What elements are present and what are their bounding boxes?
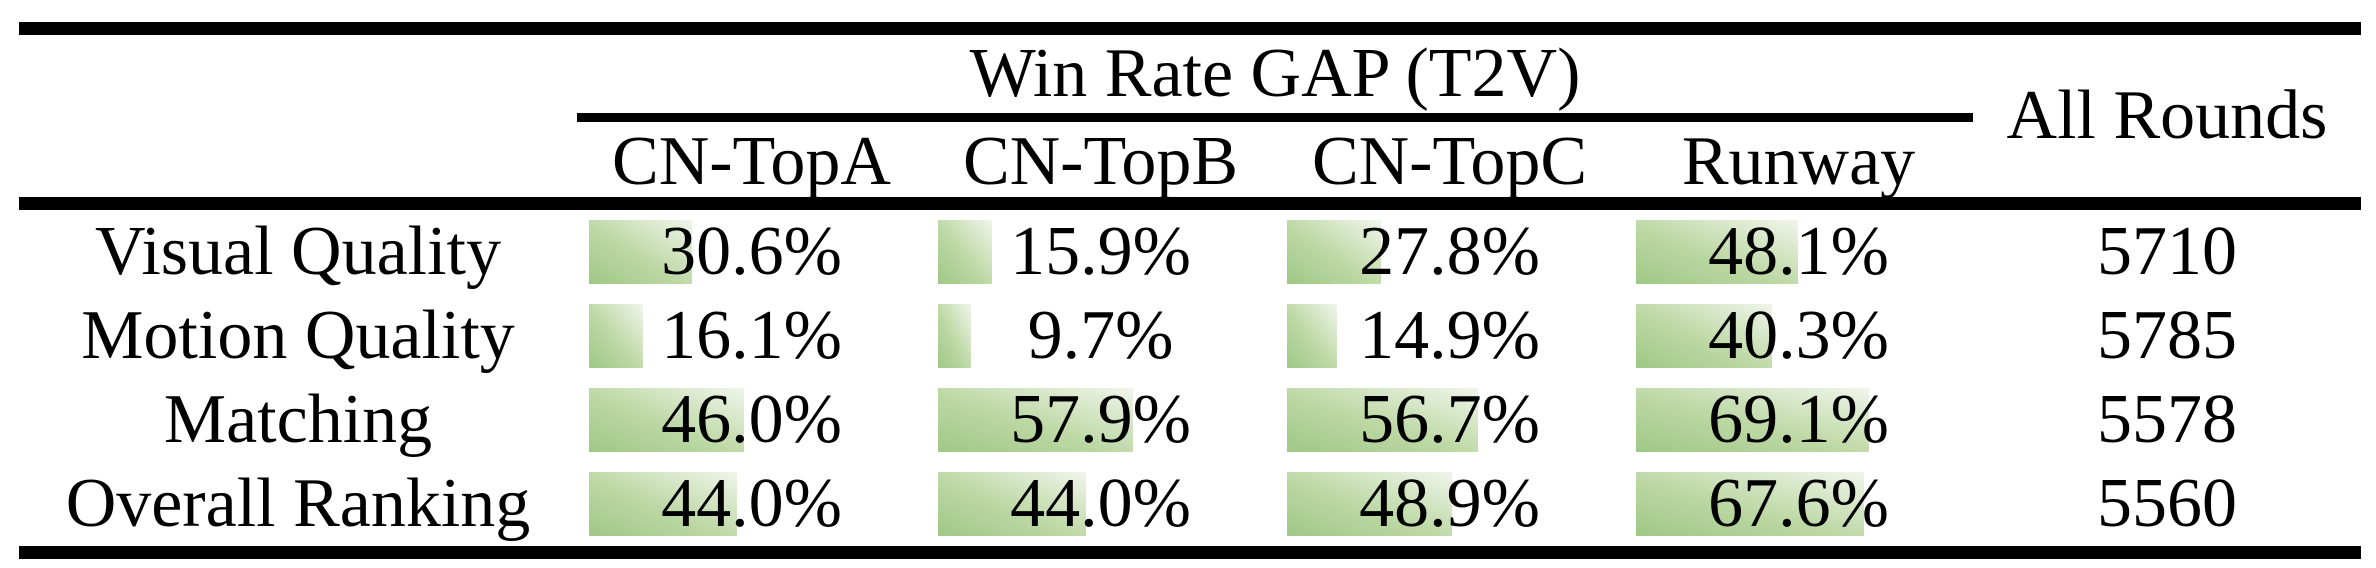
cell-value: 57.9% <box>1010 381 1191 458</box>
data-cell: 16.1% <box>577 294 926 378</box>
cell-value: 27.8% <box>1359 213 1540 290</box>
data-cell: 44.0% <box>577 462 926 546</box>
data-cell: 9.7% <box>926 294 1275 378</box>
data-cell: 14.9% <box>1275 294 1624 378</box>
cell-value: 40.3% <box>1708 297 1889 374</box>
data-cell: 30.6% <box>577 210 926 294</box>
top-margin <box>0 0 2376 22</box>
data-cell: 69.1% <box>1624 378 1973 462</box>
column-header-cn-topa: CN-TopA <box>612 122 891 200</box>
data-cell: 40.3% <box>1624 294 1973 378</box>
cell-value: 16.1% <box>661 297 842 374</box>
cell-value: 48.1% <box>1708 213 1889 290</box>
cell-value: 44.0% <box>661 465 842 542</box>
column-header-cn-topb: CN-TopB <box>962 122 1239 200</box>
column-headers: CN-TopA CN-TopB CN-TopC Runway <box>577 122 1973 197</box>
win-rate-bar <box>589 304 644 368</box>
column-header-cn-topc: CN-TopC <box>1311 122 1588 200</box>
cell-value: 30.6% <box>661 213 842 290</box>
table-row-overall-ranking: Overall Ranking 44.0% 44.0% 48.9% 67.6% … <box>19 462 2376 546</box>
table-row-matching: Matching 46.0% 57.9% 56.7% 69.1% 5578 <box>19 378 2376 462</box>
data-cell: 48.9% <box>1275 462 1624 546</box>
all-rounds-value: 5560 <box>2097 465 2237 542</box>
cell-value: 48.9% <box>1359 465 1540 542</box>
all-rounds-value: 5710 <box>2097 213 2237 290</box>
column-header-runway: Runway <box>1681 122 1916 200</box>
table-bottom-rule <box>19 546 2361 559</box>
table-body: Visual Quality 30.6% 15.9% 27.8% 48.1% 5… <box>19 210 2376 546</box>
header-model-group: Win Rate GAP (T2V) CN-TopA CN-TopB CN-To… <box>577 35 1973 197</box>
cell-value: 44.0% <box>1010 465 1191 542</box>
column-header-all-rounds: All Rounds <box>2006 77 2328 154</box>
row-label: Motion Quality <box>81 297 515 374</box>
table-row-visual-quality: Visual Quality 30.6% 15.9% 27.8% 48.1% 5… <box>19 210 2376 294</box>
win-rate-bar <box>938 220 992 284</box>
header-label-spacer <box>19 35 577 197</box>
cell-value: 9.7% <box>1027 297 1174 374</box>
cmidrule <box>577 113 1973 122</box>
all-rounds-value: 5785 <box>2097 297 2237 374</box>
all-rounds-value: 5578 <box>2097 381 2237 458</box>
win-rate-bar <box>938 304 971 368</box>
table-row-motion-quality: Motion Quality 16.1% 9.7% 14.9% 40.3% 57… <box>19 294 2376 378</box>
data-cell: 56.7% <box>1275 378 1624 462</box>
win-rate-bar <box>1287 304 1338 368</box>
cell-value: 67.6% <box>1708 465 1889 542</box>
row-label: Matching <box>163 381 433 458</box>
data-cell: 48.1% <box>1624 210 1973 294</box>
data-cell: 15.9% <box>926 210 1275 294</box>
table-header-rule <box>19 197 2361 210</box>
cell-value: 69.1% <box>1708 381 1889 458</box>
cell-value: 15.9% <box>1010 213 1191 290</box>
cell-value: 14.9% <box>1359 297 1540 374</box>
table-top-rule <box>19 22 2361 35</box>
cell-value: 56.7% <box>1359 381 1540 458</box>
table-header: Win Rate GAP (T2V) CN-TopA CN-TopB CN-To… <box>19 35 2376 197</box>
row-label: Visual Quality <box>94 213 502 290</box>
cell-value: 46.0% <box>661 381 842 458</box>
data-cell: 44.0% <box>926 462 1275 546</box>
data-cell: 57.9% <box>926 378 1275 462</box>
data-cell: 67.6% <box>1624 462 1973 546</box>
data-cell: 27.8% <box>1275 210 1624 294</box>
table-title: Win Rate GAP (T2V) <box>969 35 1581 112</box>
data-cell: 46.0% <box>577 378 926 462</box>
row-label: Overall Ranking <box>65 465 531 542</box>
